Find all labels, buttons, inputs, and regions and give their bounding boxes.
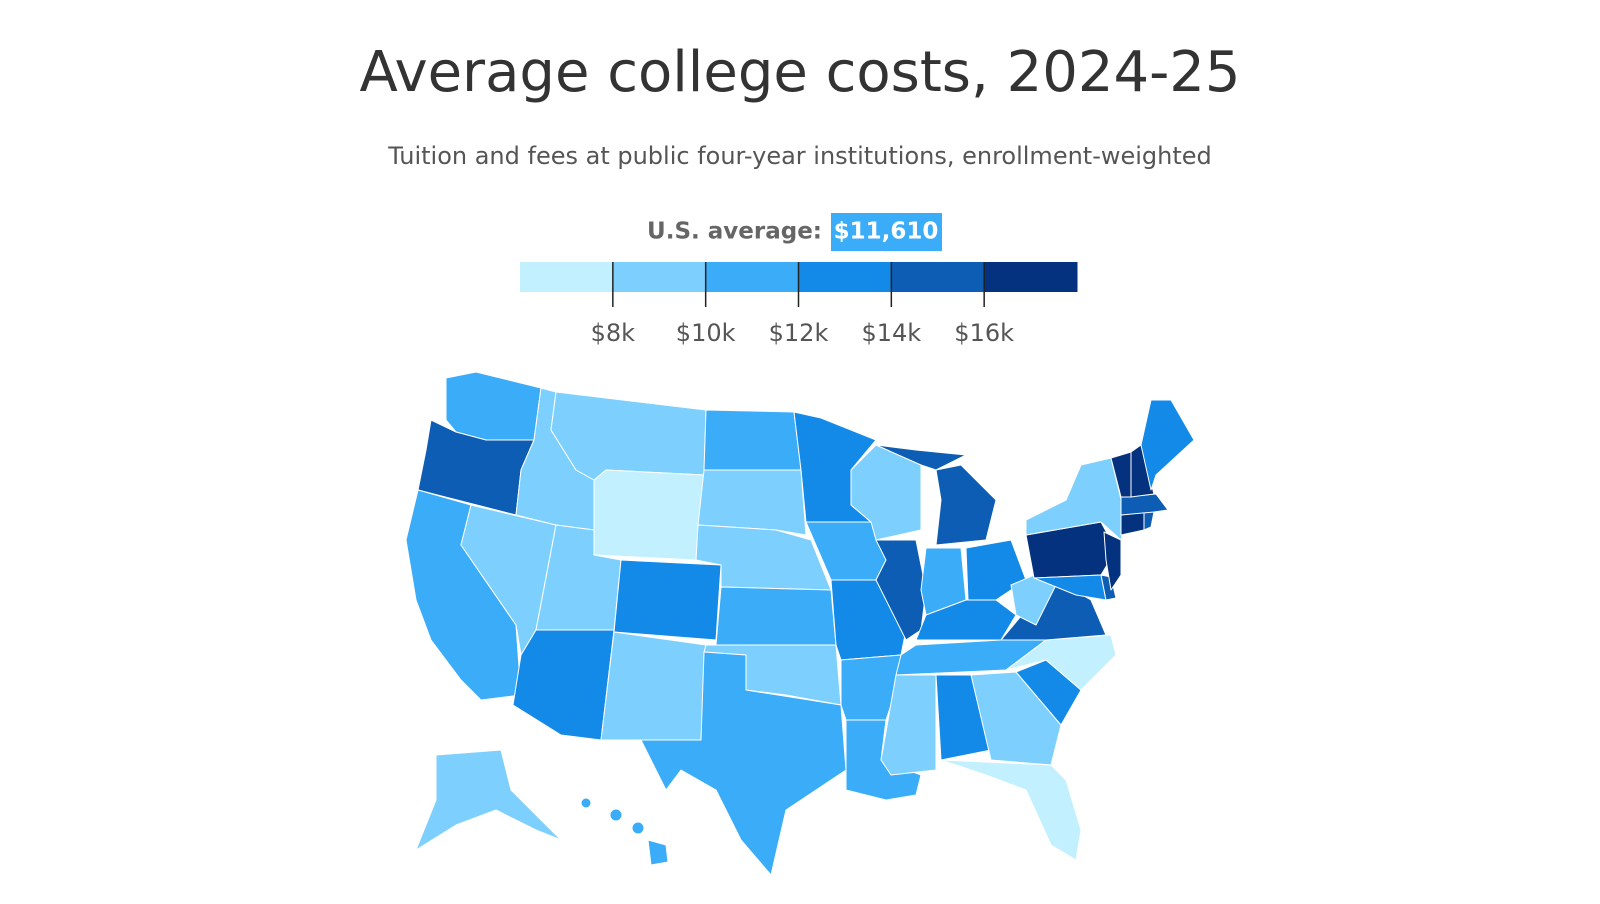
average-box <box>831 213 942 251</box>
state <box>1100 574 1117 601</box>
legend-tick-label: $16k <box>954 319 1014 347</box>
legend-label: U.S. average: <box>647 219 822 245</box>
state <box>640 651 847 876</box>
legend-tick-label: $14k <box>861 319 921 347</box>
state <box>703 409 802 471</box>
state <box>1120 511 1145 536</box>
state <box>875 539 927 641</box>
state <box>445 371 542 441</box>
state <box>415 749 562 851</box>
legend-tick-label: $8k <box>591 319 636 347</box>
map <box>405 371 1195 876</box>
legend: $8k $10k $12k $14k $16k <box>520 262 1078 347</box>
state <box>613 559 722 641</box>
legend-swatch <box>798 262 892 292</box>
state <box>512 629 615 741</box>
state <box>1130 444 1155 498</box>
state <box>609 808 623 822</box>
subtitle: Tuition and fees at public four-year ins… <box>387 142 1212 170</box>
state <box>935 464 997 546</box>
title: Average college costs, 2024-25 <box>359 40 1240 105</box>
state <box>631 821 645 835</box>
state <box>880 674 937 776</box>
state <box>647 839 669 866</box>
state <box>550 391 707 481</box>
legend-swatch <box>520 262 614 292</box>
state <box>1143 511 1155 531</box>
average-value: $11,610 <box>834 219 939 245</box>
state <box>845 719 922 801</box>
state <box>1103 531 1122 591</box>
state <box>970 671 1062 766</box>
legend-swatch <box>705 262 799 292</box>
legend-swatch <box>612 262 707 292</box>
state <box>715 586 837 646</box>
state <box>1140 399 1195 491</box>
state <box>940 759 1082 861</box>
state <box>580 797 592 809</box>
legend-tick-label: $10k <box>676 319 736 347</box>
state <box>875 444 967 471</box>
legend-tick-label: $12k <box>769 319 829 347</box>
state <box>593 469 705 561</box>
legend-swatch <box>891 262 985 292</box>
state <box>600 631 707 741</box>
state <box>697 469 807 536</box>
legend-swatch <box>984 262 1078 292</box>
